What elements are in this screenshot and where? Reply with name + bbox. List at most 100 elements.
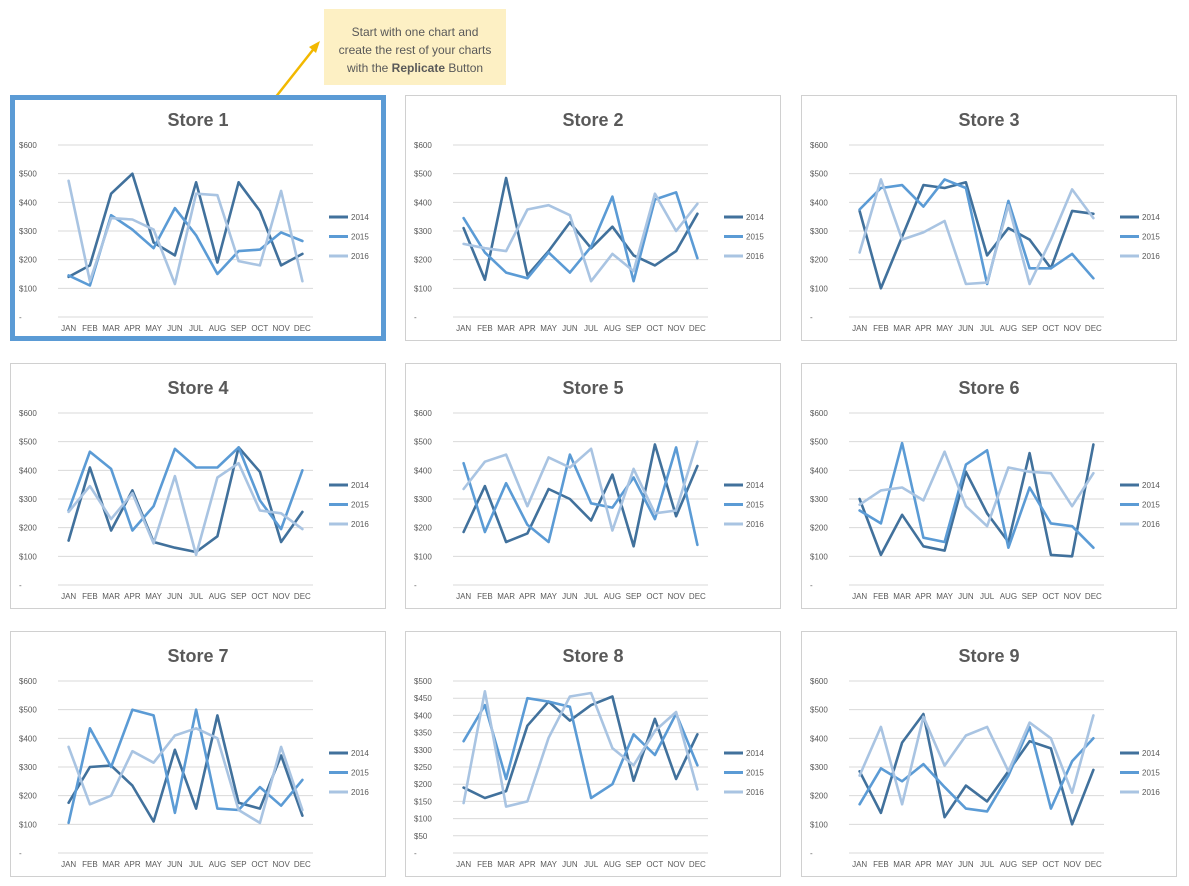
y-tick-label: $200 (414, 524, 432, 533)
chart-title: Store 7 (167, 646, 229, 666)
y-tick-label: $400 (810, 734, 828, 743)
x-tick-label: MAR (102, 324, 120, 333)
callout-line-1: Start with one chart and (351, 25, 479, 39)
chart-card-5[interactable]: Store 5 - $100 $200 $300 $400 $500 $600 JAN FEB MA… (405, 363, 781, 609)
y-tick-label: $300 (414, 227, 432, 236)
chart-card-6[interactable]: Store 6 - $100 $200 $300 $400 $500 $600 JAN FEB MA… (801, 363, 1177, 609)
x-tick-label: FEB (82, 592, 98, 601)
legend-label-2015: 2015 (351, 233, 369, 242)
x-tick-label: NOV (1063, 860, 1081, 869)
y-tick-label: $500 (810, 438, 828, 447)
chart-card-2[interactable]: Store 2 - $100 $200 $300 $400 $500 $600 JAN FEB MA… (405, 95, 781, 341)
x-tick-label: NOV (272, 324, 290, 333)
x-tick-label: OCT (646, 592, 663, 601)
x-tick-label: JUL (584, 860, 599, 869)
series-line-2016 (67, 461, 304, 557)
legend-label-2014: 2014 (746, 213, 764, 222)
x-tick-label: AUG (604, 592, 621, 601)
series-line-2014 (462, 176, 699, 281)
y-tick-label: $500 (19, 438, 37, 447)
x-tick-label: AUG (209, 592, 226, 601)
chart-card-8[interactable]: Store 8 - $50 $100 $150 $200 $250 $300 $350 $400 $… (405, 631, 781, 877)
x-tick-label: JUL (980, 592, 995, 601)
y-tick-label: $200 (19, 792, 37, 801)
x-tick-label: NOV (667, 592, 685, 601)
x-tick-label: MAR (893, 324, 911, 333)
x-tick-label: DEC (689, 592, 706, 601)
series-line-2015 (462, 446, 699, 547)
x-tick-label: AUG (209, 324, 226, 333)
y-tick-label: $600 (19, 141, 37, 150)
chart-plot: - $100 $200 $300 $400 $500 $600 JAN FEB MAR APR MAY… (19, 677, 369, 869)
chart-card-3[interactable]: Store 3 - $100 $200 $300 $400 $500 $600 JAN FEB MA… (801, 95, 1177, 341)
x-tick-label: APR (519, 860, 536, 869)
x-tick-label: JUN (562, 860, 578, 869)
x-tick-label: MAR (497, 592, 515, 601)
x-tick-label: MAR (102, 592, 120, 601)
y-tick-label: $300 (19, 763, 37, 772)
x-tick-label: OCT (646, 324, 663, 333)
chart-plot: - $100 $200 $300 $400 $500 $600 JAN FEB MAR APR MAY… (19, 141, 369, 333)
x-tick-label: SEP (231, 592, 247, 601)
chart-plot: - $100 $200 $300 $400 $500 $600 JAN FEB MAR APR MAY… (19, 409, 369, 601)
y-tick-label: $200 (810, 524, 828, 533)
x-tick-label: JAN (456, 592, 471, 601)
y-tick-label: $600 (19, 409, 37, 418)
chart-card-9[interactable]: Store 9 - $100 $200 $300 $400 $500 $600 JAN FEB MA… (801, 631, 1177, 877)
series-line-2015 (858, 178, 1095, 286)
y-tick-label: $400 (19, 198, 37, 207)
x-tick-label: OCT (251, 860, 268, 869)
y-tick-label: $100 (19, 820, 37, 829)
x-tick-label: MAY (936, 592, 953, 601)
chart-card-4[interactable]: Store 4 - $100 $200 $300 $400 $500 $600 JAN FEB MA… (10, 363, 386, 609)
x-tick-label: OCT (1042, 592, 1059, 601)
x-tick-label: FEB (82, 324, 98, 333)
y-tick-label: $400 (19, 466, 37, 475)
x-tick-label: FEB (873, 860, 889, 869)
x-tick-label: JUL (189, 592, 204, 601)
x-tick-label: DEC (294, 860, 311, 869)
chart-title: Store 6 (958, 378, 1020, 398)
x-tick-label: MAY (936, 324, 953, 333)
legend-label-2015: 2015 (1142, 501, 1160, 510)
x-tick-label: JUN (167, 324, 183, 333)
legend-label-2014: 2014 (746, 749, 764, 758)
y-tick-label: $200 (414, 256, 432, 265)
x-tick-label: SEP (626, 592, 642, 601)
y-tick-label: $50 (414, 832, 428, 841)
x-tick-label: APR (915, 324, 932, 333)
legend-label-2015: 2015 (351, 501, 369, 510)
x-tick-label: MAR (102, 860, 120, 869)
y-tick-label: $300 (810, 227, 828, 236)
x-tick-label: JUN (958, 324, 974, 333)
chart-plot: - $100 $200 $300 $400 $500 $600 JAN FEB MAR APR MAY… (414, 141, 764, 333)
series-line-2015 (858, 725, 1095, 813)
y-tick-label: - (414, 313, 417, 322)
legend-label-2015: 2015 (1142, 233, 1160, 242)
series-line-2015 (67, 446, 304, 532)
chart-card-7[interactable]: Store 7 - $100 $200 $300 $400 $500 $600 JAN FEB MA… (10, 631, 386, 877)
x-tick-label: JUL (189, 860, 204, 869)
x-tick-label: DEC (294, 324, 311, 333)
x-tick-label: OCT (251, 324, 268, 333)
legend-label-2016: 2016 (1142, 520, 1160, 529)
chart-title: Store 2 (562, 110, 624, 130)
x-tick-label: MAR (893, 592, 911, 601)
chart-card-1[interactable]: Store 1 - $100 $200 $300 $400 $500 $600 JAN FEB MA… (10, 95, 386, 341)
y-tick-label: - (19, 581, 22, 590)
y-tick-label: - (19, 313, 22, 322)
y-tick-label: $100 (19, 552, 37, 561)
y-tick-label: $500 (810, 170, 828, 179)
y-tick-label: $100 (414, 552, 432, 561)
chart-plot: - $100 $200 $300 $400 $500 $600 JAN FEB MAR APR MAY… (810, 677, 1160, 869)
x-tick-label: FEB (873, 592, 889, 601)
replicate-callout: Start with one chart and create the rest… (324, 9, 506, 85)
y-tick-label: $150 (414, 797, 432, 806)
legend-label-2015: 2015 (1142, 769, 1160, 778)
x-tick-label: JAN (852, 592, 867, 601)
legend-label-2016: 2016 (1142, 252, 1160, 261)
x-tick-label: JAN (456, 860, 471, 869)
legend-label-2014: 2014 (1142, 213, 1160, 222)
x-tick-label: OCT (1042, 324, 1059, 333)
x-tick-label: JAN (61, 860, 76, 869)
